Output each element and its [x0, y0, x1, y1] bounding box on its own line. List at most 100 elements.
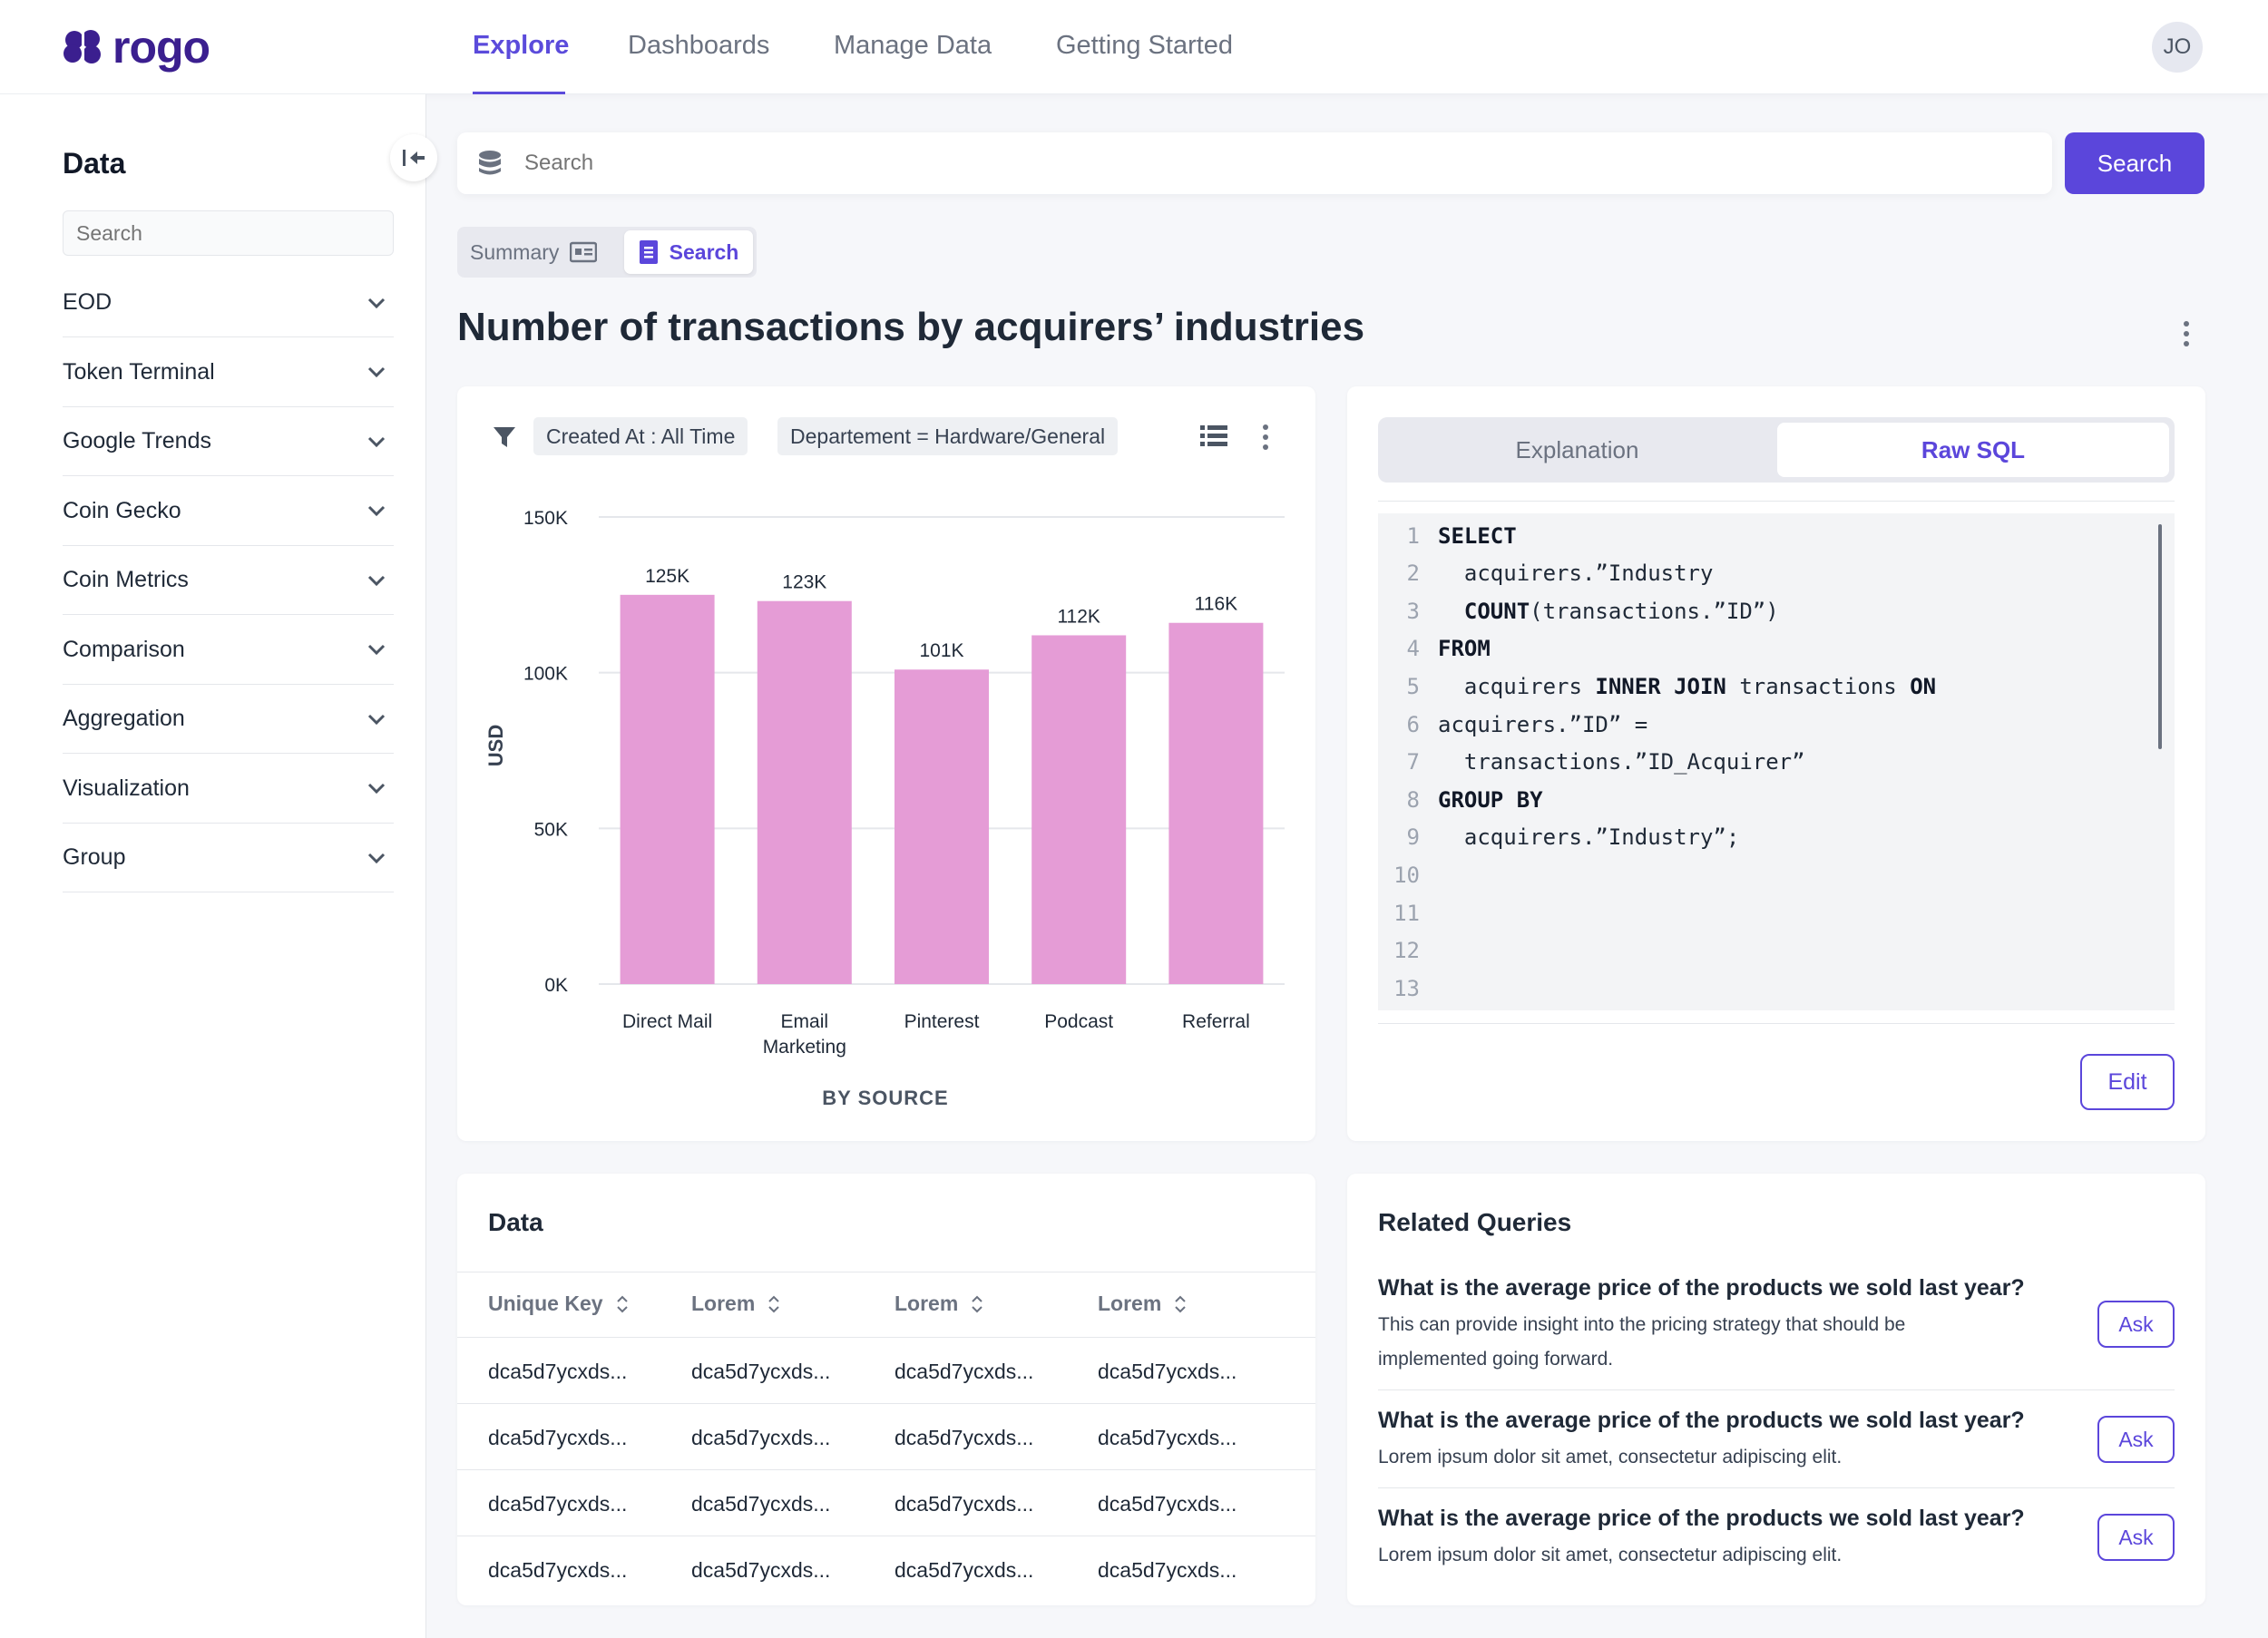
title-more-menu[interactable]	[2173, 316, 2200, 352]
sql-code-editor[interactable]: 1 SELECT 2 acquirers.”Industry 3 COUNT (tran…	[1378, 513, 2175, 1010]
x-tick-label: Direct Mail	[622, 1011, 712, 1032]
search-button[interactable]: Search	[2065, 132, 2204, 194]
ask-button[interactable]: Ask	[2097, 1301, 2175, 1348]
divider	[1378, 1023, 2175, 1024]
column-header[interactable]: Lorem	[894, 1292, 983, 1316]
sort-icon	[972, 1295, 983, 1312]
bar[interactable]	[620, 594, 715, 984]
sidebar-title: Data	[63, 147, 126, 180]
tab-explanation[interactable]: Explanation	[1515, 435, 1639, 463]
sidebar-item-label: Token Terminal	[63, 358, 215, 385]
sidebar-item[interactable]: Group	[63, 824, 394, 892]
column-header[interactable]: Lorem	[691, 1292, 780, 1316]
user-avatar[interactable]: JO	[2152, 22, 2203, 73]
sort-icon	[1175, 1295, 1187, 1312]
data-table-title: Data	[488, 1208, 543, 1236]
table-row[interactable]: dca5d7ycxds... dca5d7ycxds... dca5d7ycxds.…	[457, 1337, 1315, 1403]
sidebar-item[interactable]: Visualization	[63, 755, 394, 824]
y-tick-label: 0K	[544, 975, 568, 996]
sidebar-item[interactable]: EOD	[63, 268, 394, 337]
tab-explore[interactable]: Explore	[473, 31, 569, 94]
bar-value-label: 116K	[1195, 594, 1238, 615]
sidebar-item-label: EOD	[63, 289, 112, 315]
summary-mode-button[interactable]: Summary	[470, 227, 598, 278]
search-mode-button[interactable]: Search	[624, 230, 753, 274]
sidebar-item[interactable]: Aggregation	[63, 685, 394, 754]
brain-icon	[64, 30, 101, 63]
ask-button[interactable]: Ask	[2097, 1416, 2175, 1463]
table-cell: dca5d7ycxds...	[1098, 1426, 1237, 1449]
sidebar-item[interactable]: Comparison	[63, 616, 394, 685]
line-number: 7	[1406, 749, 1420, 775]
tab-manage-data[interactable]: Manage Data	[834, 31, 992, 60]
table-cell: dca5d7ycxds...	[691, 1360, 831, 1383]
document-icon	[639, 240, 658, 264]
line-number: 2	[1406, 561, 1420, 587]
line-number: 11	[1393, 900, 1420, 926]
sidebar-item-label: Group	[63, 844, 126, 870]
more-vertical-icon	[1263, 424, 1268, 430]
edit-sql-button[interactable]: Edit	[2080, 1054, 2175, 1110]
column-header-label: Lorem	[691, 1292, 756, 1315]
divider	[1378, 1487, 2175, 1488]
filter-icon[interactable]	[492, 424, 517, 450]
line-number: 10	[1393, 862, 1420, 888]
x-axis-title: BY SOURCE	[822, 1087, 948, 1109]
tab-dashboards[interactable]: Dashboards	[628, 31, 770, 60]
bar[interactable]	[1031, 635, 1127, 984]
bar-value-label: 101K	[919, 640, 963, 661]
chart-more-menu[interactable]	[1256, 421, 1275, 453]
code-scrollbar[interactable]	[2158, 524, 2162, 749]
sidebar-item[interactable]: Coin Gecko	[63, 477, 394, 546]
code-line: 1 SELECT	[1378, 517, 2158, 554]
collapse-sidebar-button[interactable]	[390, 134, 437, 181]
table-row[interactable]: dca5d7ycxds... dca5d7ycxds... dca5d7ycxds.…	[457, 1536, 1315, 1602]
sql-text: acquirers	[1438, 673, 1596, 699]
table-cell: dca5d7ycxds...	[894, 1492, 1034, 1516]
tab-getting-started[interactable]: Getting Started	[1056, 31, 1234, 60]
rogo-logo[interactable]: rogo	[64, 22, 210, 73]
bar[interactable]	[757, 600, 852, 984]
sql-keyword: SELECT	[1438, 522, 1517, 549]
table-cell: dca5d7ycxds...	[894, 1426, 1034, 1449]
sidebar-item[interactable]: Google Trends	[63, 407, 394, 476]
sidebar-search-input[interactable]	[63, 210, 394, 256]
id-card-icon	[570, 241, 598, 263]
bar[interactable]	[894, 669, 989, 984]
ask-button[interactable]: Ask	[2097, 1514, 2175, 1561]
table-cell: dca5d7ycxds...	[691, 1492, 831, 1516]
database-icon	[479, 151, 501, 175]
table-cell: dca5d7ycxds...	[488, 1492, 628, 1516]
tab-raw-sql[interactable]: Raw SQL	[1777, 423, 2169, 477]
related-query-description: Lorem ipsum dolor sit amet, consectetur …	[1378, 1447, 1843, 1467]
line-number: 6	[1406, 711, 1420, 737]
chevron-down-icon	[367, 505, 386, 517]
sql-text: acquirers.”ID” =	[1438, 711, 1648, 737]
collapse-left-icon	[403, 150, 425, 166]
sidebar-item[interactable]: Token Terminal	[63, 338, 394, 407]
chevron-down-icon	[367, 714, 386, 725]
main-search-input[interactable]	[524, 151, 1885, 176]
related-queries-title: Related Queries	[1378, 1208, 1572, 1236]
sidebar-item[interactable]: Coin Metrics	[63, 546, 394, 615]
sidebar-item-label: Aggregation	[63, 706, 185, 731]
sidebar-item-label: Comparison	[63, 636, 185, 662]
column-header[interactable]: Lorem	[1098, 1292, 1187, 1316]
column-header[interactable]: Unique Key	[488, 1292, 629, 1316]
line-number: 4	[1406, 636, 1420, 662]
filter-chip-created-at[interactable]: Created At : All Time	[533, 417, 748, 455]
related-query-question: What is the average price of the product…	[1378, 1275, 2025, 1301]
filter-chip-department[interactable]: Departement = Hardware/General	[777, 417, 1119, 455]
table-row[interactable]: dca5d7ycxds... dca5d7ycxds... dca5d7ycxds.…	[457, 1469, 1315, 1536]
summary-label: Summary	[470, 239, 560, 264]
line-number: 3	[1406, 598, 1420, 624]
table-cell: dca5d7ycxds...	[894, 1360, 1034, 1383]
code-line: 13	[1378, 970, 2158, 1007]
related-query-question: What is the average price of the product…	[1378, 1408, 2025, 1433]
list-view-icon[interactable]	[1199, 423, 1228, 450]
y-tick-label: 50K	[534, 819, 568, 840]
bar[interactable]	[1168, 622, 1264, 984]
table-row[interactable]: dca5d7ycxds... dca5d7ycxds... dca5d7ycxds.…	[457, 1403, 1315, 1469]
main-search-bar	[457, 132, 2052, 194]
code-line: 10	[1378, 856, 2158, 893]
